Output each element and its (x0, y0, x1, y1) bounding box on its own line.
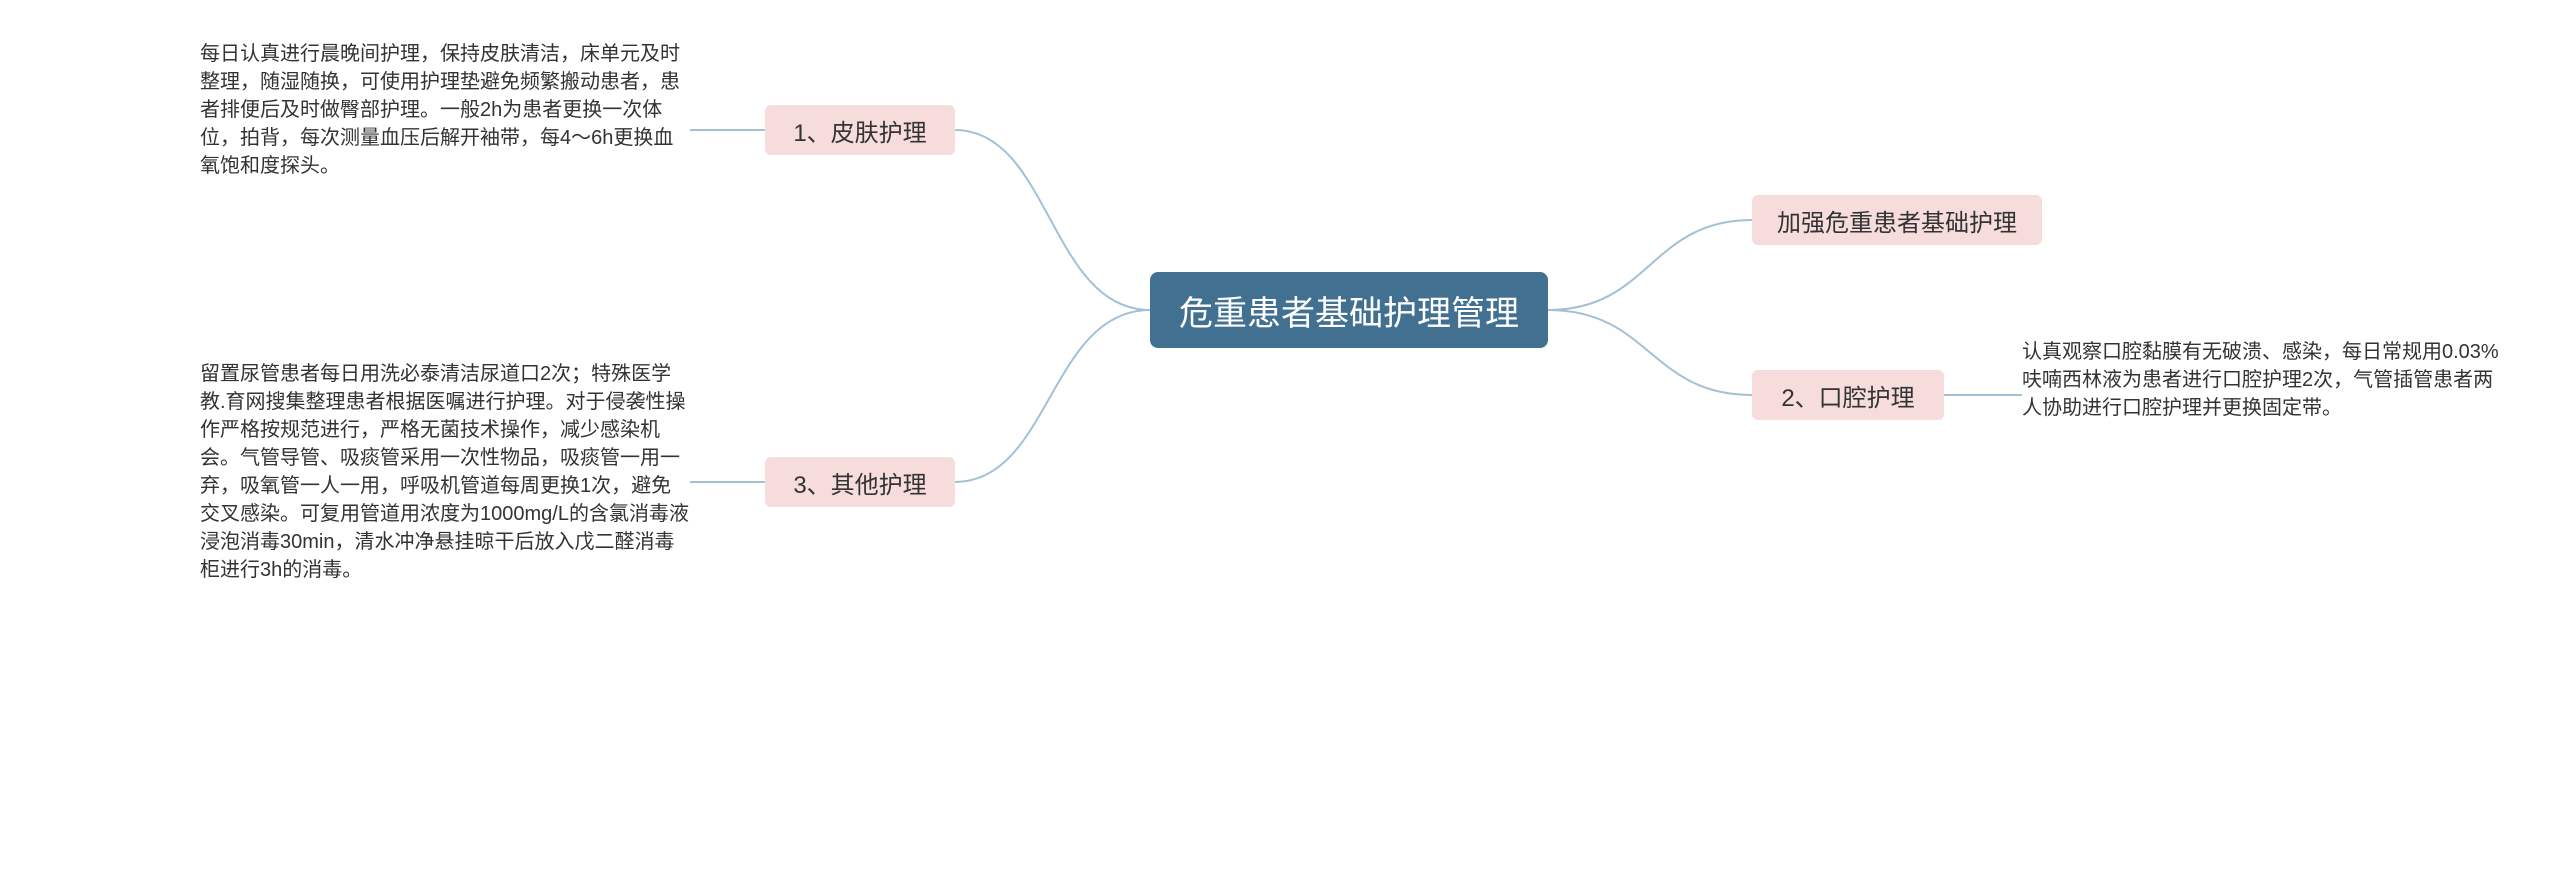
branch-skin-care[interactable]: 1、皮肤护理 (765, 105, 955, 155)
branch-strengthen[interactable]: 加强危重患者基础护理 (1752, 195, 2042, 245)
branch-other-care[interactable]: 3、其他护理 (765, 457, 955, 507)
branch-label: 2、口腔护理 (1781, 378, 1914, 413)
desc-other-care: 留置尿管患者每日用洗必泰清洁尿道口2次；特殊医学教.育网搜集整理患者根据医嘱进行… (200, 360, 690, 584)
branch-label: 3、其他护理 (793, 465, 926, 500)
desc-skin-care: 每日认真进行晨晚间护理，保持皮肤清洁，床单元及时整理，随湿随换，可使用护理垫避免… (200, 40, 690, 180)
central-node[interactable]: 危重患者基础护理管理 (1150, 272, 1548, 348)
desc-oral-care: 认真观察口腔黏膜有无破溃、感染，每日常规用0.03%呋喃西林液为患者进行口腔护理… (2022, 338, 2512, 422)
branch-oral-care[interactable]: 2、口腔护理 (1752, 370, 1944, 420)
branch-label: 1、皮肤护理 (793, 113, 926, 148)
branch-label: 加强危重患者基础护理 (1777, 203, 2017, 238)
central-label: 危重患者基础护理管理 (1179, 286, 1519, 335)
